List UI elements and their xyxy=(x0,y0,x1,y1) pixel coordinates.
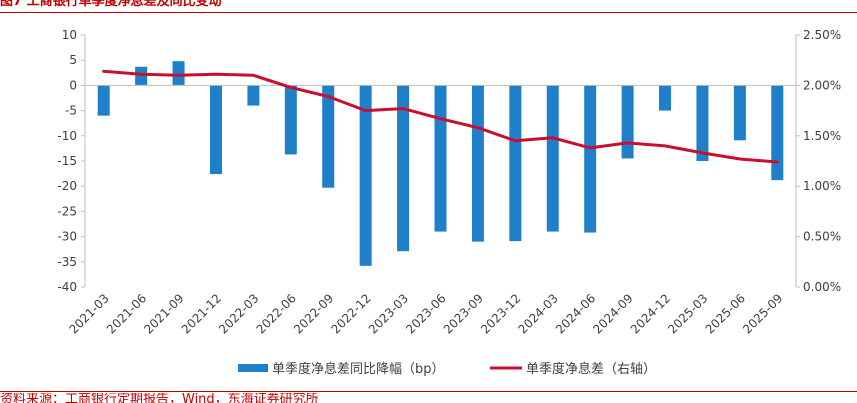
x-tick-label: 2022-03 xyxy=(216,291,261,336)
x-tick-label: 2024-03 xyxy=(516,291,561,336)
net-interest-margin-line xyxy=(102,69,779,164)
line-series xyxy=(102,69,779,164)
y-tick-label-left: 5 xyxy=(69,53,77,67)
x-tick-label: 2022-09 xyxy=(291,291,336,336)
y-tick-label-left: 0 xyxy=(69,78,77,92)
y-tick-label-right: 0.00% xyxy=(803,280,841,294)
y-tick-label-right: 0.50% xyxy=(803,230,841,244)
y-tick-label-left: 10 xyxy=(62,28,77,42)
x-tick-label: 2021-09 xyxy=(141,291,186,336)
bar xyxy=(135,66,148,86)
y-tick-label-left: -25 xyxy=(57,204,77,218)
x-tick-label: 2023-09 xyxy=(441,291,486,336)
legend-label-line: 单季度净息差（右轴） xyxy=(526,361,656,377)
figure-source: 资料来源：工商银行定期报告，Wind，东海证券研究所 xyxy=(0,393,319,403)
bar xyxy=(584,85,597,233)
y-tick-label-left: -30 xyxy=(57,230,77,244)
x-tick-label: 2023-06 xyxy=(403,291,448,336)
y-tick-label-right: 2.00% xyxy=(803,78,841,92)
y-tick-label-left: -20 xyxy=(57,179,77,193)
bar xyxy=(247,85,260,106)
y-tick-label-left: -15 xyxy=(57,154,77,168)
bar xyxy=(359,85,372,266)
y-tick-label-left: -5 xyxy=(65,104,77,118)
x-tick-label: 2022-06 xyxy=(254,291,299,336)
bar xyxy=(434,85,447,232)
source-divider xyxy=(0,391,857,392)
bar xyxy=(471,85,484,242)
bar xyxy=(509,85,522,242)
bar xyxy=(322,85,335,188)
x-tick-label: 2022-12 xyxy=(328,291,373,336)
bar xyxy=(97,85,110,116)
legend: 单季度净息差同比降幅（bp） 单季度净息差（右轴） xyxy=(238,361,656,377)
x-tick-label: 2024-12 xyxy=(628,291,673,336)
legend-bar-swatch xyxy=(238,364,268,372)
x-tick-label: 2023-03 xyxy=(366,291,411,336)
bar xyxy=(621,85,634,159)
y-tick-label-left: -35 xyxy=(57,255,77,269)
bar xyxy=(733,85,746,141)
legend-label-bar: 单季度净息差同比降幅（bp） xyxy=(272,361,445,377)
y-tick-label-right: 1.00% xyxy=(803,179,841,193)
bar xyxy=(546,85,559,232)
x-tick-label: 2021-12 xyxy=(179,291,224,336)
title-divider xyxy=(0,12,857,13)
y-tick-label-right: 1.50% xyxy=(803,129,841,143)
y-tick-label-right: 2.50% xyxy=(803,28,841,42)
x-tick-label: 2024-06 xyxy=(553,291,598,336)
x-tick-label: 2021-06 xyxy=(104,291,149,336)
bar xyxy=(771,85,784,181)
bar xyxy=(397,85,410,252)
x-tick-label: 2023-12 xyxy=(478,291,523,336)
x-tick-label: 2025-09 xyxy=(740,291,785,336)
bar-series xyxy=(97,61,784,266)
bar xyxy=(659,85,672,111)
bar xyxy=(696,85,709,161)
x-tick-label: 2025-03 xyxy=(665,291,710,336)
x-tick-label: 2024-09 xyxy=(590,291,635,336)
bar xyxy=(284,85,297,155)
y-tick-label-left: -40 xyxy=(57,280,77,294)
bar xyxy=(172,61,185,86)
x-tick-label: 2021-03 xyxy=(66,291,111,336)
figure-title: 图7 工商银行单季度净息差及同比变动 xyxy=(0,0,222,9)
x-tick-label: 2025-06 xyxy=(703,291,748,336)
bar xyxy=(209,85,222,175)
y-tick-label-left: -10 xyxy=(57,129,77,143)
